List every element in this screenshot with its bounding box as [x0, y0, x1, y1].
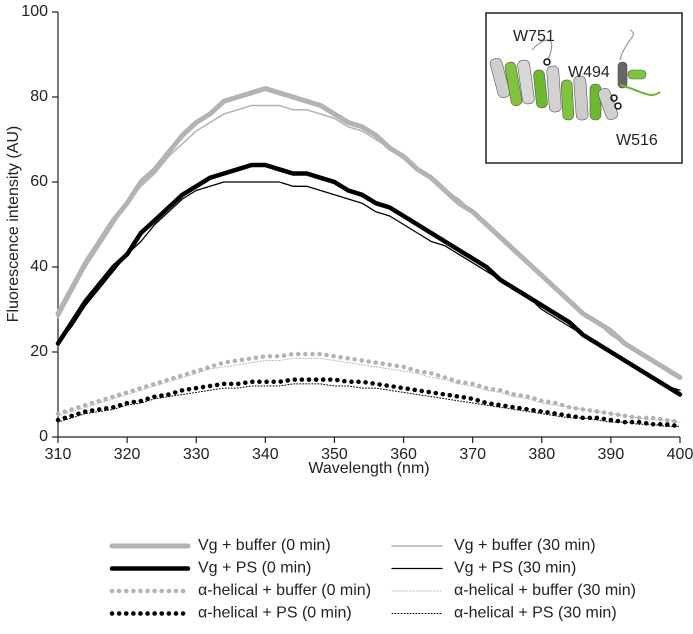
x-tick-label: 330	[183, 446, 210, 463]
x-tick-label: 360	[390, 446, 417, 463]
x-tick-label: 390	[598, 446, 625, 463]
series-line	[57, 383, 681, 427]
residue-label: W751	[513, 28, 555, 45]
residue-label: W516	[616, 132, 658, 149]
series-line	[55, 162, 683, 397]
residue-label: W494	[568, 64, 610, 81]
x-tick-label: 400	[667, 446, 693, 463]
y-tick-label: 60	[30, 173, 48, 190]
x-axis-title: Wavelength (nm)	[308, 460, 429, 477]
x-tick-label: 370	[459, 446, 486, 463]
legend-label: α-helical + PS (30 min)	[454, 605, 617, 622]
legend-label: Vg + buffer (0 min)	[198, 537, 331, 554]
y-axis-title: Fluorescence intensity (AU)	[5, 126, 22, 323]
x-tick-label: 310	[45, 446, 72, 463]
y-tick-label: 100	[21, 3, 48, 20]
x-tick-label: 340	[252, 446, 279, 463]
y-tick-label: 80	[30, 88, 48, 105]
legend-label: α-helical + buffer (0 min)	[198, 582, 371, 599]
protein-structure	[489, 29, 661, 121]
series-line	[57, 357, 681, 423]
x-tick-label: 350	[321, 446, 348, 463]
series-line	[55, 377, 683, 429]
legend-label: Vg + buffer (30 min)	[454, 537, 596, 554]
series-line	[57, 181, 681, 391]
inset: W751 W494 W516	[485, 12, 683, 164]
legend-label: α-helical + buffer (30 min)	[454, 582, 636, 599]
y-tick-label: 40	[30, 258, 48, 275]
legend-label: α-helical + PS (0 min)	[198, 605, 352, 622]
x-tick-label: 380	[528, 446, 555, 463]
legend-label: Vg + PS (30 min)	[454, 560, 576, 577]
x-tick-label: 320	[114, 446, 141, 463]
series-line	[57, 104, 681, 379]
y-tick-label: 20	[30, 343, 48, 360]
legend-label: Vg + PS (0 min)	[198, 560, 311, 577]
y-tick-label: 0	[39, 428, 48, 445]
